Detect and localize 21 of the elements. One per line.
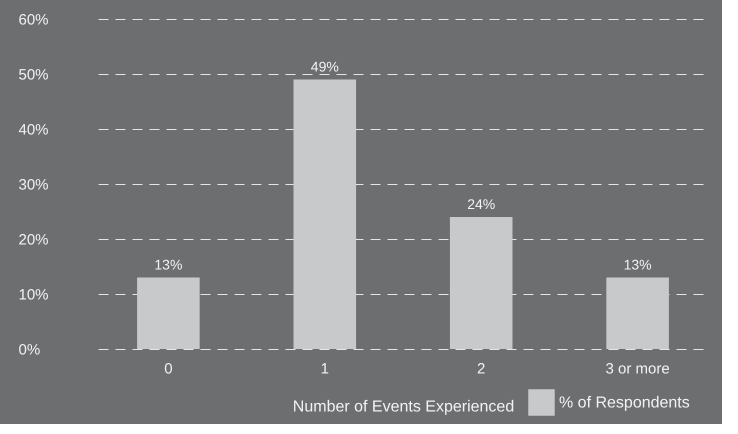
y-tick-label: 40% [18,122,49,138]
data-label: 24% [467,196,496,212]
y-tick-label: 0% [18,342,40,358]
x-tick-label: 2 [477,360,486,378]
bar [606,278,669,349]
x-axis-title: Number of Events Experienced [292,398,514,416]
y-tick-label: 30% [18,176,49,194]
y-tick-label: 50% [18,66,49,84]
x-tick-label: 3 or more [606,360,670,378]
y-tick-label: 10% [18,286,49,304]
data-label: 49% [310,58,339,74]
y-tick-label: 60% [18,12,49,28]
data-label: 13% [154,256,182,272]
legend-label: % of Respondents [559,394,690,412]
bar [294,80,356,349]
x-tick-label: 1 [320,360,329,378]
data-label: 13% [624,256,652,272]
x-tick-label: 0 [164,360,173,378]
y-tick-label: 20% [18,232,49,248]
bar [450,217,512,349]
bar [137,278,200,349]
